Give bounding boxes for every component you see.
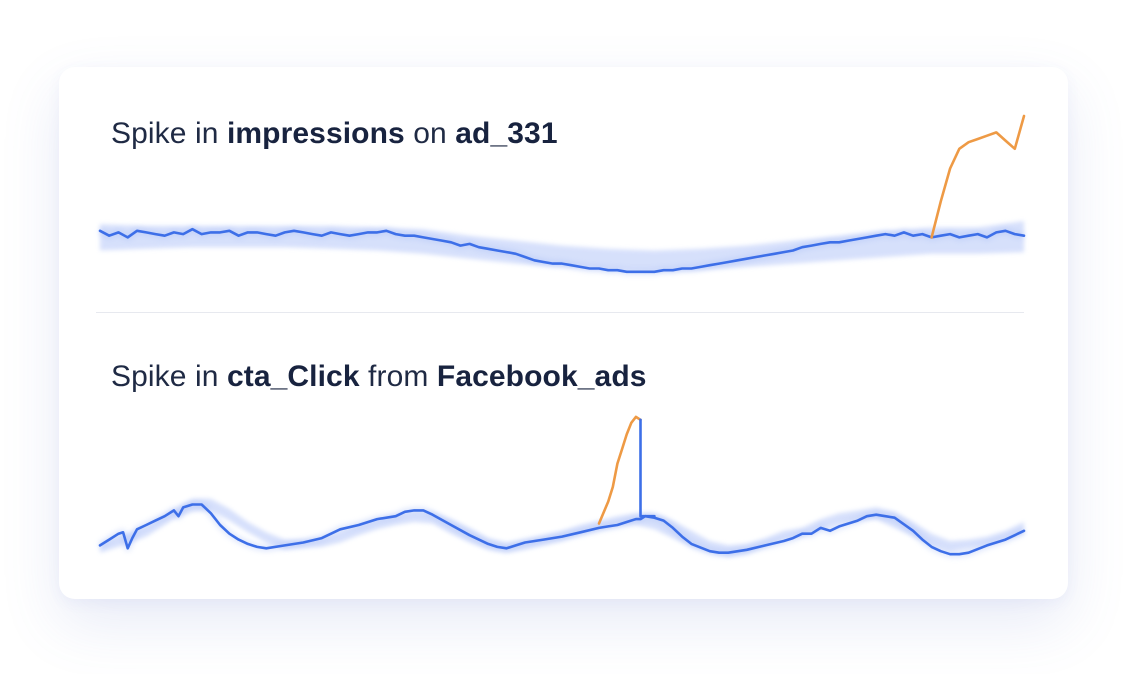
- anomaly-line: [930, 114, 1026, 239]
- title-prefix: Spike in: [111, 117, 227, 150]
- expected-range-band: [100, 498, 1024, 558]
- title-entity: Facebook_ads: [436, 360, 647, 393]
- title-prefix: Spike in: [111, 360, 227, 393]
- actual-line: [98, 503, 1026, 556]
- actual-line: [98, 227, 1026, 274]
- anomaly-line: [597, 415, 642, 525]
- title-metric: impressions: [226, 117, 405, 150]
- title-joiner: from: [359, 360, 437, 393]
- title-joiner: on: [404, 117, 456, 150]
- title-metric: cta_Click: [226, 360, 360, 393]
- chart-title-impressions: Spike in impressions on ad_331: [111, 117, 558, 151]
- chart-title-cta-click: Spike in cta_Click from Facebook_ads: [111, 360, 647, 394]
- drop-back-line: [639, 418, 656, 518]
- title-entity: ad_331: [455, 117, 558, 150]
- chart-divider: [96, 312, 1024, 313]
